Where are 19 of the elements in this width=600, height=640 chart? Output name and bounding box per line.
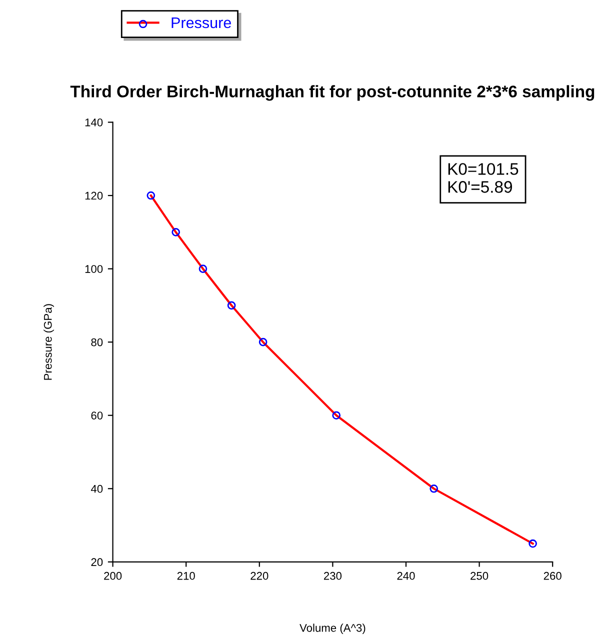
- x-tick-label: 230: [324, 572, 342, 580]
- y-axis-title: Pressure (GPa): [44, 304, 54, 380]
- y-tick-label: 120: [85, 192, 103, 200]
- y-tick-label: 40: [90, 484, 103, 493]
- x-tick-label: 260: [544, 572, 562, 580]
- annotation: K0=101.5 K0'=5.89: [448, 163, 518, 193]
- x-tick-label: 210: [177, 572, 195, 580]
- y-tick-label: 60: [91, 412, 103, 420]
- y-tick-label: 20: [91, 558, 103, 566]
- x-tick-label: 240: [397, 572, 415, 580]
- chart-title: Third Order Birch-Murnaghan fit for post-cotunnite 2*3*6 sampling: [70, 85, 594, 101]
- x-tick-label: 220: [250, 572, 268, 580]
- legend-label: Pressure: [172, 18, 231, 28]
- y-tick-label: 140: [85, 118, 103, 126]
- y-tick-label: 100: [85, 265, 103, 273]
- x-tick-label: 200: [104, 572, 122, 580]
- x-tick-label: 250: [470, 572, 488, 580]
- x-axis-title: Volume (A^3): [300, 624, 366, 634]
- y-tick-label: 80: [91, 338, 103, 346]
